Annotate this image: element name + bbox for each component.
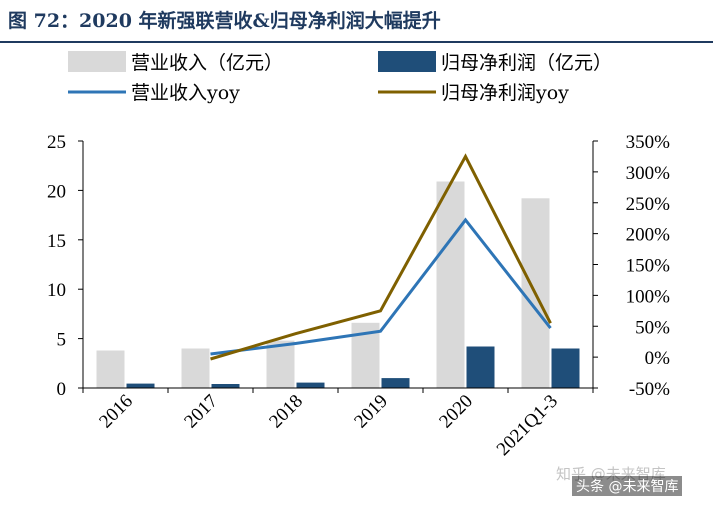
x-tick-label-0: 2016 [95,391,137,433]
bar-0-4 [436,181,465,388]
x-tick-label-2: 2018 [265,391,307,433]
y-right-tick-label-7: 300% [626,163,671,184]
bar-0-1 [181,348,210,388]
y-right-tick-label-1: 0% [645,348,671,369]
y-left-tick-label-3: 15 [47,231,66,252]
bars [96,181,580,388]
x-tick-label-1: 2017 [180,391,222,433]
bar-1-3 [381,378,410,388]
lines [210,153,552,361]
watermark-toutiao: 头条 @未来智库 [572,476,683,496]
y-right-tick-label-2: 50% [635,317,670,338]
y-right-tick-label-5: 200% [626,225,671,246]
title-divider [0,41,713,43]
bar-0-0 [96,350,125,388]
bar-1-0 [126,383,155,388]
x-tick-label-4: 2020 [435,391,477,433]
y-left-tick-label-1: 5 [57,330,67,351]
legend-label-3: 归母净利润yoy [441,82,569,104]
bar-1-2 [296,382,325,388]
legend-label-2: 营业收入yoy [131,82,240,104]
figure-title: 图 72：2020 年新强联营收&归母净利润大幅提升 [8,10,441,32]
bar-1-1 [211,384,240,388]
y-right-tick-label-8: 350% [626,132,671,153]
y-left-tick-label-0: 0 [57,379,67,400]
bar-1-5 [551,348,580,388]
axes: 0 5 10 15 20 25 -50% 0% 50% 100% 150% 200% 250% 300% 3… [47,132,670,460]
legend-swatch-0 [68,51,126,72]
watermark-zhihu: 知乎 @未来智库 [556,465,666,483]
legend-label-1: 归母净利润（亿元） [441,52,612,74]
series-line-1 [210,153,552,361]
y-left-tick-label-5: 25 [47,132,66,153]
series-line-0 [210,217,552,356]
bar-0-2 [266,340,295,388]
y-right-tick-label-4: 150% [626,256,671,277]
y-right-tick-label-0: -50% [629,379,670,400]
legend-label-0: 营业收入（亿元） [131,52,283,74]
y-right-tick-label-6: 250% [626,194,671,215]
legend-swatch-1 [378,51,436,72]
legend: 营业收入（亿元） 归母净利润（亿元） 营业收入yoy 归母净利润yoy [68,51,612,104]
x-tick-label-5: 2021Q1-3 [493,391,562,460]
bar-1-4 [466,346,495,388]
y-left-tick-label-2: 10 [47,280,66,301]
y-left-tick-label-4: 20 [47,181,66,202]
y-right-tick-label-3: 100% [626,286,671,307]
x-tick-label-3: 2019 [350,391,392,433]
